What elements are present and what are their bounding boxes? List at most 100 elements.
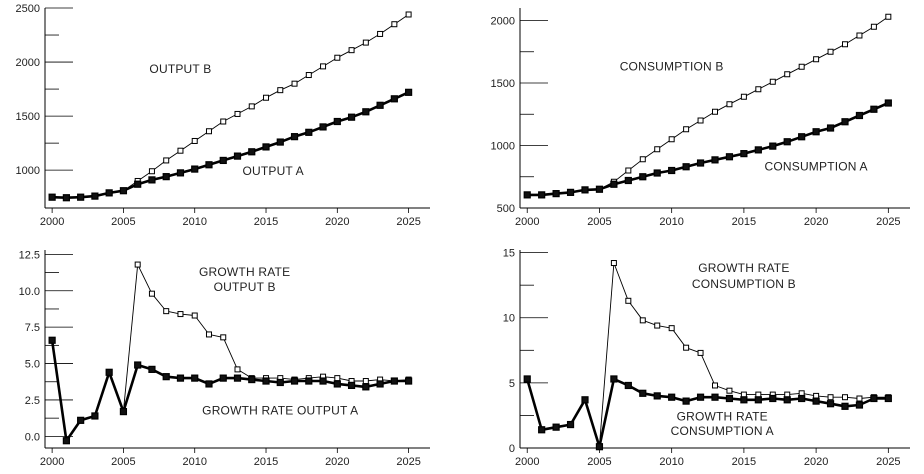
data-point [362, 378, 369, 385]
data-point [740, 93, 747, 100]
data-point [276, 138, 284, 146]
data-point [77, 416, 85, 424]
data-point [523, 375, 531, 383]
data-point [624, 381, 632, 390]
x-tick-label: 2000 [515, 456, 539, 468]
data-point [610, 375, 618, 383]
x-tick-label: 2025 [396, 216, 420, 228]
y-tick-label: 1000 [491, 141, 515, 153]
data-point [277, 87, 284, 94]
data-point [870, 23, 877, 30]
data-point [668, 325, 675, 332]
data-point [119, 187, 128, 195]
data-point [682, 397, 690, 405]
x-tick-label: 2020 [325, 456, 349, 468]
data-point [856, 32, 863, 39]
data-point [62, 194, 70, 202]
y-tick-label: 2000 [16, 57, 40, 69]
data-point [538, 191, 546, 199]
x-tick-label: 2010 [659, 456, 683, 468]
data-point [62, 437, 70, 445]
data-point [595, 185, 604, 193]
data-point [405, 88, 413, 96]
data-point [885, 13, 892, 20]
data-point [220, 118, 227, 125]
data-point [639, 317, 646, 324]
data-point [177, 147, 184, 154]
series-line [52, 14, 409, 199]
x-tick-label: 2020 [804, 216, 828, 228]
series-annotation: OUTPUT B [149, 62, 211, 76]
data-point [812, 397, 820, 405]
data-point [290, 377, 299, 385]
data-point [191, 165, 199, 173]
data-point [347, 381, 356, 389]
y-tick-label: 7.5 [25, 322, 40, 334]
x-tick-label: 2010 [182, 216, 206, 228]
data-point [711, 156, 719, 164]
data-point [305, 72, 312, 79]
data-point [523, 191, 531, 199]
data-point [754, 146, 762, 154]
x-tick-label: 2015 [254, 216, 278, 228]
data-point [148, 365, 156, 373]
data-point [696, 159, 705, 167]
x-tick-label: 2000 [515, 216, 539, 228]
data-point [134, 180, 142, 188]
data-point [538, 426, 546, 434]
data-point [668, 393, 676, 401]
data-point [610, 180, 618, 188]
data-point [390, 377, 398, 385]
data-point [205, 161, 213, 169]
data-point [191, 312, 198, 319]
data-point [581, 396, 589, 404]
data-point [205, 331, 212, 338]
data-point [668, 166, 676, 175]
data-point [362, 108, 370, 116]
data-point [884, 99, 892, 107]
data-point [725, 394, 734, 403]
y-tick-label: 500 [497, 203, 515, 215]
data-point [653, 392, 661, 400]
data-point [552, 423, 560, 431]
data-point [134, 361, 142, 369]
data-point [755, 86, 762, 93]
y-tick-label: 12.5 [19, 249, 40, 261]
data-point [162, 173, 170, 181]
series-annotation: OUTPUT A [242, 164, 303, 178]
data-point [639, 389, 647, 397]
data-point [625, 167, 632, 174]
series-annotation: GROWTH RATE [698, 261, 789, 275]
y-tick-label: 5 [509, 378, 515, 390]
data-point [639, 156, 646, 163]
data-point [856, 395, 863, 402]
data-point [552, 190, 560, 198]
data-point [262, 377, 270, 385]
data-point [305, 128, 313, 136]
data-point [77, 193, 85, 201]
data-point [841, 402, 849, 410]
series-annotation: CONSUMPTION B [692, 277, 796, 291]
data-point [784, 71, 791, 78]
x-tick-label: 2000 [40, 456, 64, 468]
data-point [827, 394, 834, 401]
chart-consumption: 500 1000 1500 2000 2000 2005 2010 2015 2020 2025 C… [491, 8, 910, 228]
data-point [262, 143, 270, 151]
data-point [276, 378, 284, 387]
data-point [884, 394, 892, 403]
data-point [624, 176, 632, 185]
data-point [334, 375, 341, 382]
data-point [683, 126, 690, 133]
series-annotation: CONSUMPTION A [764, 160, 867, 174]
data-point [291, 80, 298, 87]
data-point [319, 377, 327, 385]
x-tick-label: 2015 [732, 216, 756, 228]
data-point [783, 396, 791, 404]
x-tick-label: 2025 [876, 456, 900, 468]
data-point [162, 373, 170, 381]
data-point [362, 383, 370, 391]
data-point [842, 394, 848, 401]
data-point [248, 375, 256, 384]
data-point [248, 148, 256, 156]
series-line [527, 101, 889, 197]
